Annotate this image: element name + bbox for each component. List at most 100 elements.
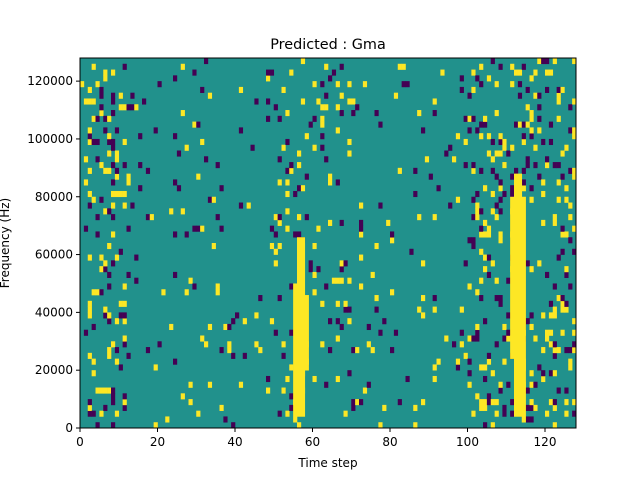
high-bin: [122, 202, 127, 209]
low-bin: [506, 329, 511, 336]
high-bin: [552, 347, 557, 354]
high-bin: [564, 266, 569, 273]
high-bin: [568, 202, 573, 209]
low-bin: [122, 63, 127, 70]
high-bin: [204, 341, 209, 348]
low-bin: [471, 335, 476, 342]
low-bin: [99, 104, 104, 111]
low-bin: [537, 364, 542, 371]
high-bin: [223, 323, 228, 331]
high-bin: [316, 225, 321, 232]
high-bin: [266, 387, 271, 394]
low-bin: [343, 306, 348, 313]
low-bin: [560, 173, 565, 180]
high-bin: [521, 138, 526, 146]
low-bin: [219, 225, 224, 232]
low-bin: [475, 190, 480, 198]
low-bin: [328, 347, 333, 354]
low-bin: [324, 381, 329, 388]
high-bin: [118, 104, 123, 111]
low-bin: [138, 185, 143, 192]
high-bin: [564, 399, 569, 406]
low-bin: [114, 167, 120, 174]
high-bin: [153, 364, 158, 371]
low-bin: [525, 387, 530, 394]
high-bin: [525, 121, 530, 128]
high-bin: [87, 98, 92, 105]
low-bin: [572, 248, 577, 255]
high-bin: [328, 219, 333, 226]
low-bin: [452, 341, 457, 348]
high-bin: [285, 225, 290, 232]
low-bin: [401, 81, 406, 88]
high-bin: [494, 150, 499, 157]
low-bin: [545, 156, 550, 163]
high-bin: [359, 254, 364, 261]
low-bin: [521, 133, 526, 140]
low-bin: [455, 364, 461, 371]
low-bin: [87, 410, 92, 417]
low-bin: [413, 167, 418, 174]
high-bin: [421, 260, 426, 267]
high-bin: [463, 352, 468, 359]
high-bin: [266, 75, 271, 82]
low-bin: [541, 370, 546, 377]
high-bin: [564, 196, 569, 203]
low-bin: [525, 162, 530, 169]
high-bin: [490, 260, 495, 267]
high-bin: [494, 110, 499, 117]
high-bin: [297, 422, 302, 429]
high-bin: [560, 329, 565, 336]
low-bin: [475, 329, 480, 336]
low-bin: [273, 329, 278, 336]
low-bin: [250, 144, 255, 151]
low-bin: [494, 295, 499, 302]
high-bin: [572, 98, 577, 105]
high-bin: [343, 410, 348, 417]
high-band: [304, 295, 309, 371]
high-bin: [459, 306, 464, 313]
high-bin: [556, 98, 561, 105]
low-bin: [111, 98, 116, 105]
low-bin: [157, 341, 162, 348]
high-bin: [87, 312, 92, 319]
low-bin: [378, 202, 383, 209]
low-bin: [552, 341, 557, 348]
high-bin: [552, 404, 557, 411]
low-bin: [568, 283, 573, 290]
high-bin: [111, 190, 116, 198]
high-bin: [304, 133, 309, 140]
low-bin: [324, 92, 329, 99]
high-bin: [455, 133, 461, 140]
low-bin: [254, 98, 259, 105]
high-bin: [510, 144, 515, 151]
high-bin: [312, 289, 317, 296]
low-bin: [196, 121, 201, 128]
high-bin: [219, 404, 224, 411]
high-bin: [254, 312, 259, 319]
low-bin: [444, 150, 449, 157]
low-bin: [548, 138, 554, 146]
high-bin: [328, 179, 333, 186]
x-tick-label: 100: [456, 435, 479, 449]
low-bin: [176, 150, 182, 157]
high-bin: [99, 254, 104, 261]
high-bin: [107, 115, 112, 122]
low-bin: [467, 127, 472, 134]
low-bin: [173, 179, 178, 186]
high-bin: [180, 63, 185, 70]
high-bin: [103, 306, 108, 313]
low-bin: [537, 92, 542, 99]
high-bin: [91, 289, 96, 296]
low-bin: [289, 329, 294, 336]
high-bin: [87, 404, 92, 411]
low-bin: [467, 358, 472, 365]
low-bin: [308, 260, 313, 267]
low-bin: [95, 422, 100, 429]
x-tick-label: 20: [150, 435, 165, 449]
low-bin: [374, 110, 379, 117]
high-bin: [397, 167, 402, 174]
low-bin: [552, 399, 557, 406]
low-bin: [502, 410, 507, 417]
high-bin: [421, 399, 426, 406]
